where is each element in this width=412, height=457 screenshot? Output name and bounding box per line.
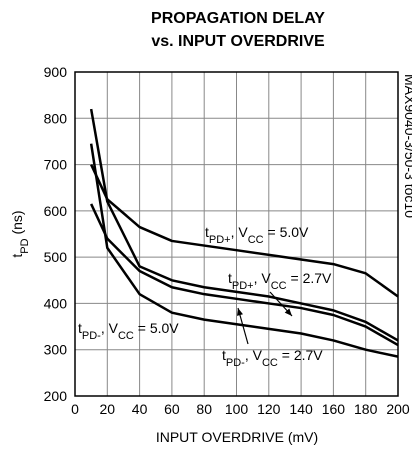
series-label-part: t — [222, 347, 226, 363]
x-tick-label: 140 — [289, 401, 313, 417]
arrow-head — [284, 308, 292, 316]
x-tick-label: 180 — [354, 401, 378, 417]
series-label-part: t — [228, 270, 232, 286]
y-tick-label: 700 — [44, 157, 68, 173]
y-tick-label: 400 — [44, 295, 68, 311]
side-note: MAX9040-3/50-3 toc10 — [402, 74, 412, 218]
x-tick-label: 20 — [100, 401, 116, 417]
x-tick-label: 0 — [71, 401, 79, 417]
plot-frame — [74, 71, 399, 397]
y-axis-label-part: (ns) — [9, 210, 25, 238]
x-axis-label: INPUT OVERDRIVE (mV) — [156, 429, 318, 445]
y-tick-label: 200 — [44, 388, 68, 404]
series-label-part: t — [78, 320, 82, 336]
x-tick-label: 80 — [196, 401, 212, 417]
series-label-part: = 2.7V — [278, 347, 323, 363]
data-line — [89, 108, 399, 342]
series-label-part: PD+ — [209, 234, 231, 246]
series-label-part: , V — [254, 270, 272, 286]
x-tick-label: 160 — [322, 401, 346, 417]
series-label-part: PD- — [226, 357, 245, 369]
series-label: tPD+, VCC = 2.7V — [228, 270, 332, 292]
data-line — [89, 143, 399, 358]
y-tick-label: 500 — [44, 249, 68, 265]
series-label-part: = 2.7V — [287, 270, 332, 286]
data-line — [90, 164, 399, 298]
chart-title: PROPAGATION DELAY — [151, 10, 325, 27]
series-label: tPD-, VCC = 2.7V — [222, 347, 323, 369]
chart-title: vs. INPUT OVERDRIVE — [151, 33, 325, 50]
series-label-part: = 5.0V — [134, 320, 179, 336]
series-label-part: CC — [262, 357, 278, 369]
x-tick-label: 60 — [164, 401, 180, 417]
series-label-part: t — [205, 224, 209, 240]
series-label: tPD+, VCC = 5.0V — [205, 224, 309, 246]
series-label-part: CC — [271, 280, 287, 292]
series-label-part: CC — [118, 330, 134, 342]
x-tick-label: 40 — [132, 401, 148, 417]
series-label-part: = 5.0V — [264, 224, 309, 240]
series-label-part: , V — [231, 224, 249, 240]
x-tick-label: 100 — [225, 401, 249, 417]
series-label-part: PD+ — [232, 280, 254, 292]
y-tick-label: 800 — [44, 110, 68, 126]
series-label: tPD-, VCC = 5.0V — [78, 320, 179, 342]
x-tick-label: 200 — [386, 401, 410, 417]
series-label-part: , V — [101, 320, 119, 336]
y-axis-label-part: t — [9, 254, 25, 258]
y-axis-label: tPD (ns) — [9, 210, 31, 257]
y-tick-label: 300 — [44, 342, 68, 358]
series-label-part: , V — [245, 347, 263, 363]
y-axis-label-part: PD — [19, 238, 31, 253]
series-label-part: CC — [248, 234, 264, 246]
x-tick-label: 120 — [257, 401, 281, 417]
y-tick-label: 900 — [44, 64, 68, 80]
series-label-part: PD- — [82, 330, 101, 342]
y-tick-label: 600 — [44, 203, 68, 219]
data-line — [90, 203, 399, 347]
arrow-head — [236, 308, 243, 316]
